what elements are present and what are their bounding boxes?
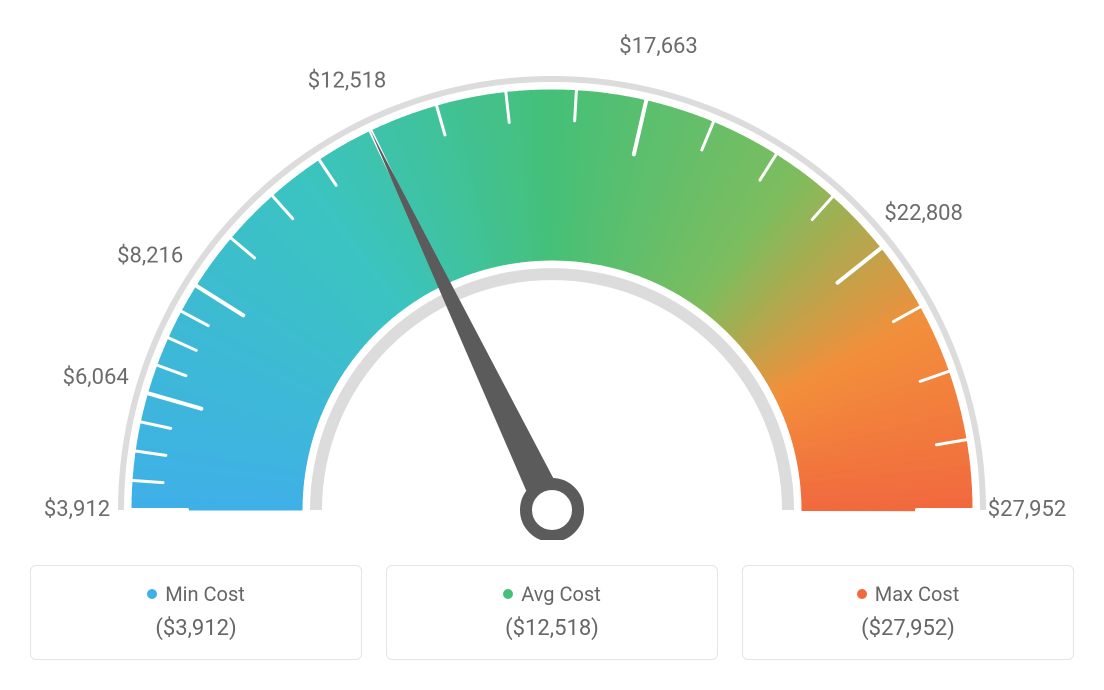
- tick-label: $8,216: [117, 244, 183, 269]
- legend-title-min-text: Min Cost: [165, 582, 245, 606]
- gauge-svg: $3,912 $6,064 $8,216 $12,518 $17,663 $22,808 $…: [0, 0, 1104, 540]
- legend-card-avg: Avg Cost ($12,518): [386, 565, 718, 660]
- legend-card-min: Min Cost ($3,912): [30, 565, 362, 660]
- gauge-hub: [526, 484, 578, 536]
- legend-title-min: Min Cost: [147, 582, 245, 606]
- cost-gauge: $3,912 $6,064 $8,216 $12,518 $17,663 $22,808 $…: [0, 0, 1104, 540]
- tick-label: $6,064: [63, 365, 129, 390]
- legend-title-max: Max Cost: [857, 582, 960, 606]
- dot-max: [857, 589, 867, 599]
- tick-label: $17,663: [619, 34, 698, 59]
- legend-value-min: ($3,912): [41, 616, 351, 641]
- tick-label: $27,952: [988, 497, 1067, 522]
- legend-value-avg: ($12,518): [397, 616, 707, 641]
- tick-label: $3,912: [44, 497, 110, 522]
- legend-title-avg-text: Avg Cost: [521, 582, 601, 606]
- gauge-band: [132, 90, 972, 511]
- legend-row: Min Cost ($3,912) Avg Cost ($12,518) Max…: [30, 565, 1074, 660]
- legend-title-avg: Avg Cost: [503, 582, 601, 606]
- legend-value-max: ($27,952): [753, 616, 1063, 641]
- tick-label: $22,808: [884, 201, 963, 226]
- legend-title-max-text: Max Cost: [875, 582, 960, 606]
- dot-avg: [503, 589, 513, 599]
- dot-min: [147, 589, 157, 599]
- legend-card-max: Max Cost ($27,952): [742, 565, 1074, 660]
- tick-label: $12,518: [308, 68, 387, 93]
